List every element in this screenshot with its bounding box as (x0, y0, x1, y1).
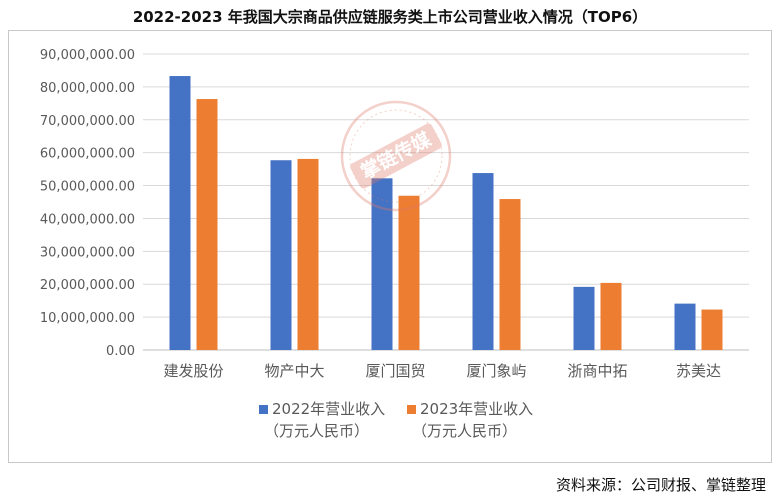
bar-2022 (573, 286, 595, 350)
bar-2023 (398, 195, 420, 350)
bar-2023 (600, 282, 622, 350)
x-tick-label: 浙商中拓 (567, 362, 627, 380)
x-tick-label: 苏美达 (676, 362, 721, 380)
legend-label: 2023年营业收入（万元人民币） (412, 400, 533, 440)
legend-swatch (259, 405, 268, 414)
bar-2023 (196, 99, 218, 351)
y-tick-label: 40,000,000.00 (40, 212, 135, 227)
y-tick-label: 90,000,000.00 (40, 48, 135, 63)
source-note: 资料来源：公司财报、掌链整理 (555, 476, 766, 494)
y-tick-label: 50,000,000.00 (40, 180, 135, 195)
y-tick-label: 10,000,000.00 (40, 311, 135, 326)
y-tick-label: 30,000,000.00 (40, 245, 135, 260)
x-tick-label: 厦门国贸 (365, 362, 425, 380)
bar-2023 (701, 309, 723, 350)
legend-label: 2022年营业收入（万元人民币） (264, 400, 385, 440)
bar-2022 (371, 178, 393, 350)
chart-frame: 0.00 10,000,000.00 20,000,000.00 30,000,000… (8, 30, 772, 463)
bar-2022 (169, 76, 191, 350)
bar-chart: 0.00 10,000,000.00 20,000,000.00 30,000,000… (40, 48, 749, 440)
y-tick-label: 80,000,000.00 (40, 81, 135, 96)
bar-2022 (270, 160, 292, 350)
y-tick-label: 0.00 (106, 344, 135, 359)
y-tick-label: 20,000,000.00 (40, 278, 135, 293)
bar-2022 (472, 173, 494, 350)
chart-title: 2022-2023 年我国大宗商品供应链服务类上市公司营业收入情况（TOP6） (132, 8, 648, 26)
bar-2022 (674, 303, 696, 350)
bar-2023 (499, 199, 521, 350)
x-tick-label: 建发股份 (163, 362, 223, 380)
x-tick-label: 物产中大 (264, 362, 324, 380)
x-tick-label: 厦门象屿 (466, 362, 526, 380)
y-tick-label: 60,000,000.00 (40, 147, 135, 162)
bar-2023 (297, 158, 319, 350)
legend-swatch (407, 405, 416, 414)
y-tick-label: 70,000,000.00 (40, 114, 135, 129)
